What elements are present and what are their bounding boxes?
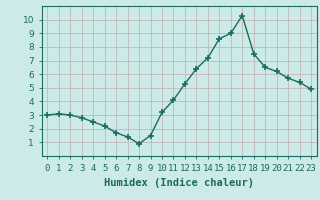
X-axis label: Humidex (Indice chaleur): Humidex (Indice chaleur) (104, 178, 254, 188)
